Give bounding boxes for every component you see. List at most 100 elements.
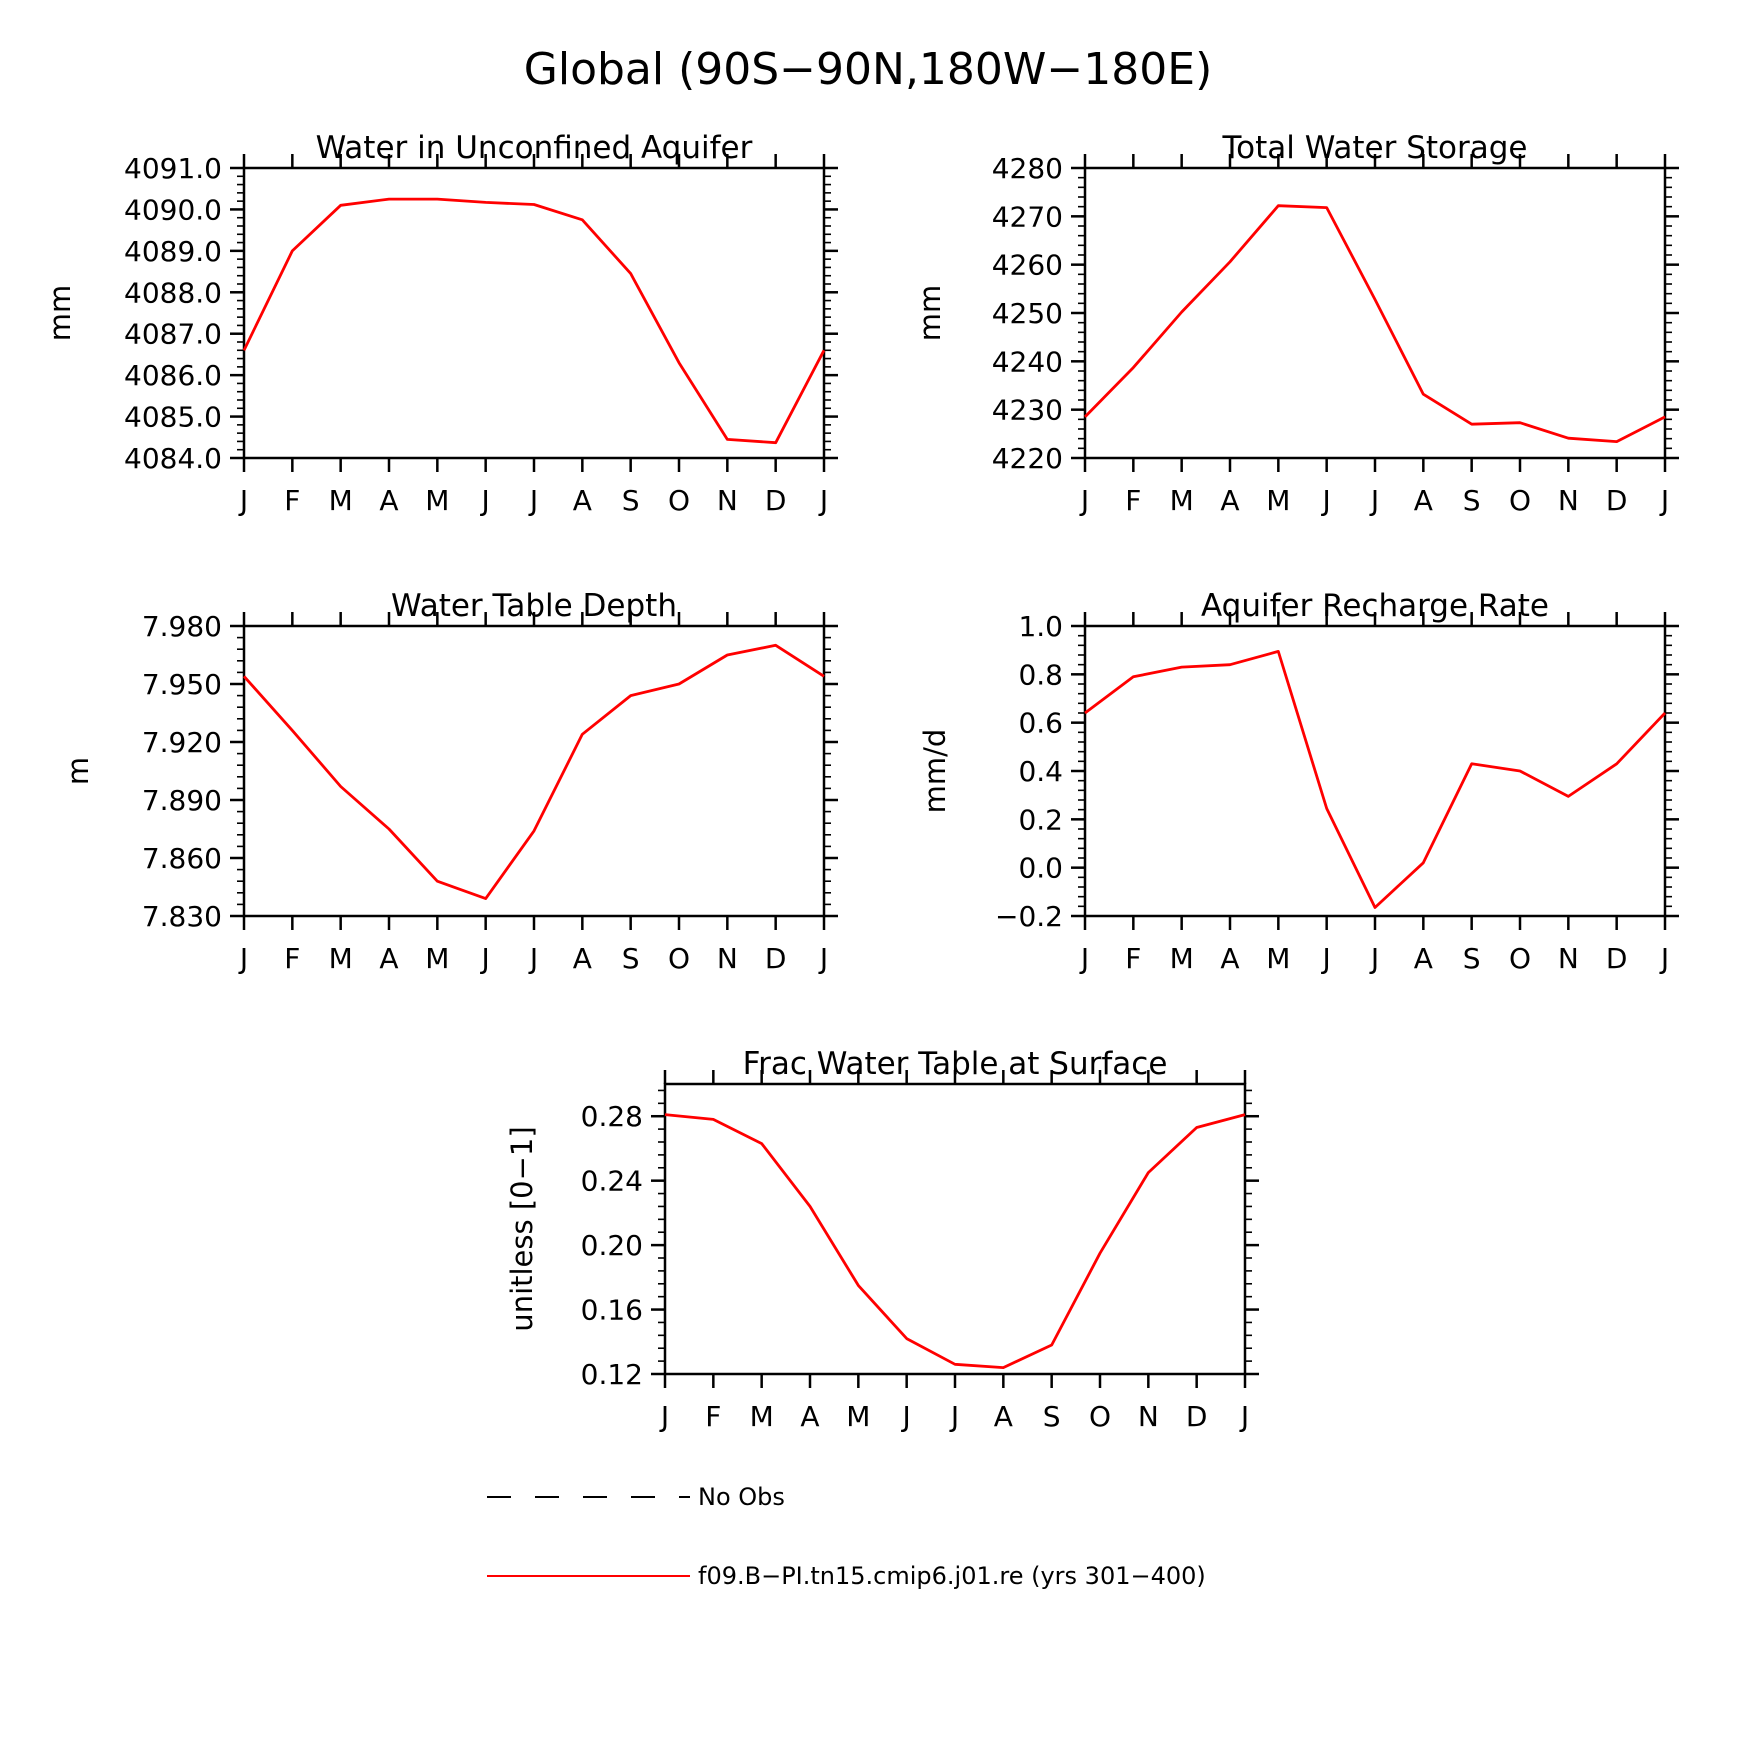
series-line (242, 197, 826, 445)
y-axis-label: mm (43, 285, 77, 342)
y-axis-label: mm/d (918, 729, 952, 814)
x-tick-label: S (1463, 484, 1481, 517)
series-line (1084, 650, 1667, 909)
x-tick-label: M (1170, 484, 1194, 517)
x-tick-label: S (622, 484, 640, 517)
legend-entry: f09.B−PI.tn15.cmip6.j01.re (yrs 301−400) (487, 1562, 1206, 1590)
y-tick-label: 7.890 (142, 784, 222, 817)
y-tick-label: 0.12 (581, 1358, 643, 1391)
y-tick-label: 0.24 (581, 1165, 643, 1198)
y-tick-label: 0.2 (1018, 803, 1063, 836)
legend-label: f09.B−PI.tn15.cmip6.j01.re (yrs 301−400) (698, 1562, 1206, 1590)
legend-label: No Obs (698, 1483, 785, 1511)
x-tick-label: J (1369, 942, 1379, 975)
y-tick-label: 4270 (992, 200, 1063, 233)
y-tick-label: 4260 (992, 249, 1063, 282)
x-tick-label: A (379, 484, 398, 517)
x-tick-label: N (1558, 484, 1579, 517)
x-tick-label: J (901, 1400, 911, 1433)
x-tick-label: J (1239, 1400, 1249, 1433)
y-axis-label: mm (913, 285, 947, 342)
x-tick-label: M (329, 484, 353, 517)
x-tick-label: J (1659, 484, 1669, 517)
x-tick-label: F (1125, 942, 1141, 975)
x-tick-label: J (818, 484, 828, 517)
y-tick-label: 4250 (992, 297, 1063, 330)
x-tick-label: J (528, 942, 538, 975)
x-tick-label: A (379, 942, 398, 975)
x-tick-label: J (1369, 484, 1379, 517)
y-axis-label: unitless [0−1] (505, 1126, 539, 1331)
series-line (1083, 204, 1666, 444)
x-tick-label: F (705, 1400, 721, 1433)
y-tick-label: 4280 (992, 152, 1063, 185)
x-tick-label: M (1266, 942, 1290, 975)
x-tick-label: A (1220, 942, 1239, 975)
y-tick-label: 4090.0 (124, 193, 222, 226)
x-tick-label: J (949, 1400, 959, 1433)
x-tick-label: A (1220, 484, 1239, 517)
x-tick-label: D (765, 942, 787, 975)
x-tick-label: A (573, 484, 592, 517)
x-tick-label: N (717, 484, 738, 517)
y-tick-label: 1.0 (1018, 610, 1063, 643)
y-tick-label: 4220 (992, 442, 1063, 475)
y-tick-label: 7.860 (142, 842, 222, 875)
y-tick-label: 4084.0 (124, 442, 222, 475)
legend: No Obs f09.B−PI.tn15.cmip6.j01.re (yrs 30… (487, 1483, 1206, 1590)
x-tick-label: S (1043, 1400, 1061, 1433)
x-tick-label: F (284, 484, 300, 517)
x-tick-label: A (800, 1400, 819, 1433)
x-tick-label: N (717, 942, 738, 975)
y-tick-label: 4089.0 (124, 235, 222, 268)
x-tick-label: N (1138, 1400, 1159, 1433)
y-tick-label: 7.980 (142, 610, 222, 643)
y-tick-label: 0.16 (581, 1294, 643, 1327)
y-tick-label: 0.20 (581, 1229, 643, 1262)
x-tick-label: O (1089, 1400, 1111, 1433)
y-tick-label: −0.2 (995, 900, 1063, 933)
x-tick-label: J (1321, 484, 1331, 517)
y-tick-label: 0.0 (1018, 852, 1063, 885)
x-tick-label: M (425, 942, 449, 975)
x-tick-label: J (659, 1400, 669, 1433)
plot-frame (242, 166, 826, 460)
x-tick-label: M (750, 1400, 774, 1433)
y-tick-label: 4086.0 (124, 359, 222, 392)
legend-entry: No Obs (487, 1483, 785, 1511)
y-tick-label: 7.920 (142, 726, 222, 759)
y-tick-label: 0.8 (1018, 658, 1063, 691)
y-tick-label: 4230 (992, 394, 1063, 427)
x-tick-label: O (1509, 484, 1531, 517)
x-tick-label: M (1266, 484, 1290, 517)
plot-frame (1083, 166, 1667, 460)
plot-frame (663, 1082, 1247, 1376)
series-line (242, 643, 825, 900)
x-tick-label: D (1606, 484, 1628, 517)
x-tick-label: D (1606, 942, 1628, 975)
x-tick-label: O (668, 484, 690, 517)
y-tick-label: 4085.0 (124, 401, 222, 434)
x-tick-label: M (1170, 942, 1194, 975)
x-tick-label: M (329, 942, 353, 975)
y-axis-label: m (61, 757, 95, 785)
x-tick-label: N (1558, 942, 1579, 975)
x-tick-label: F (284, 942, 300, 975)
x-tick-label: S (622, 942, 640, 975)
y-tick-label: 4088.0 (124, 276, 222, 309)
y-tick-label: 0.6 (1018, 707, 1063, 740)
x-tick-label: D (765, 484, 787, 517)
series-line (664, 1113, 1246, 1369)
x-tick-label: J (238, 484, 248, 517)
figure-title: Global (90S−90N,180W−180E) (524, 44, 1213, 95)
x-tick-label: J (238, 942, 248, 975)
x-tick-label: J (818, 942, 828, 975)
x-tick-label: A (1414, 484, 1433, 517)
x-tick-label: S (1463, 942, 1481, 975)
x-tick-label: A (1414, 942, 1433, 975)
